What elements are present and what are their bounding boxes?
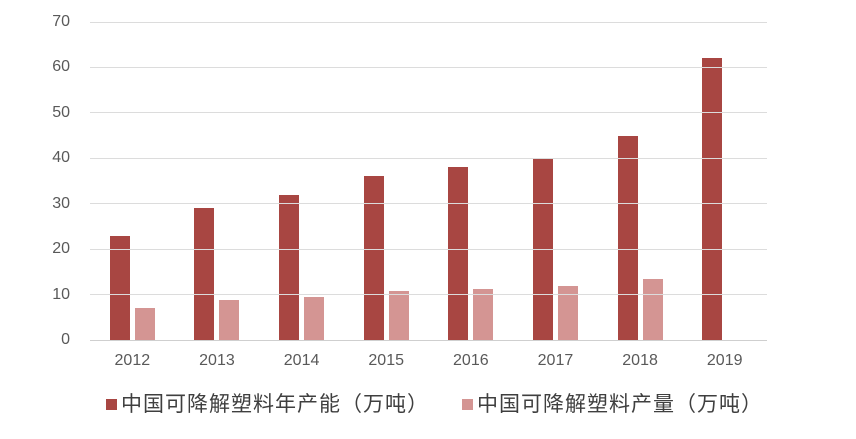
x-axis-label-2017: 2017 xyxy=(537,352,574,369)
bar-capacity-2018 xyxy=(617,135,638,340)
legend-item-capacity: 中国可降解塑料年产能（万吨） xyxy=(106,392,429,417)
gridline-0 xyxy=(90,339,767,341)
bar-group-2015 xyxy=(344,22,429,340)
bar-group-2014 xyxy=(259,22,344,340)
bar-group-2017 xyxy=(513,22,598,340)
bar-production-2017 xyxy=(557,285,578,340)
y-tick-label-40: 40 xyxy=(52,149,70,167)
legend-swatch-capacity-icon xyxy=(106,399,117,411)
bar-production-2015 xyxy=(388,291,409,340)
legend-swatch-production-icon xyxy=(462,399,473,411)
x-axis-label-2019: 2019 xyxy=(706,352,743,369)
y-tick-label-0: 0 xyxy=(61,331,70,348)
bar-group-2016 xyxy=(429,22,514,340)
bar-group-2012 xyxy=(90,22,175,340)
y-tick-label-30: 30 xyxy=(52,194,70,212)
bar-capacity-2014 xyxy=(279,194,300,340)
gridline-70 xyxy=(90,21,767,23)
bar-capacity-2019 xyxy=(702,58,723,340)
legend-item-production: 中国可降解塑料产量（万吨） xyxy=(462,392,763,417)
bar-capacity-2015 xyxy=(363,176,384,340)
legend-label-capacity: 中国可降解塑料年产能（万吨） xyxy=(121,392,429,416)
bar-production-2018 xyxy=(642,278,663,340)
gridline-60 xyxy=(90,66,767,68)
x-axis-label-2014: 2014 xyxy=(283,352,320,369)
bar-group-2018 xyxy=(598,22,683,340)
bar-production-2013 xyxy=(219,300,240,340)
gridline-50 xyxy=(90,112,767,114)
gridline-40 xyxy=(90,157,767,159)
x-axis-label-2018: 2018 xyxy=(622,352,658,369)
y-tick-label-20: 20 xyxy=(52,240,70,258)
y-tick-label-50: 50 xyxy=(52,103,70,121)
y-tick-label-10: 10 xyxy=(52,285,70,303)
gridline-30 xyxy=(90,203,767,205)
gridline-20 xyxy=(90,248,767,250)
y-axis: 0 10 20 30 40 50 60 70 xyxy=(0,0,70,439)
x-axis-label-2013: 2013 xyxy=(199,352,235,369)
y-tick-label-60: 60 xyxy=(52,58,70,76)
x-axis-label-2012: 2012 xyxy=(114,352,151,369)
bar-group-2013 xyxy=(175,22,260,340)
legend: 中国可降解塑料年产能（万吨） 中国可降解塑料产量（万吨） xyxy=(106,392,763,417)
legend-label-production: 中国可降解塑料产量（万吨） xyxy=(477,392,763,416)
bar-production-2016 xyxy=(473,288,494,340)
bar-production-2014 xyxy=(304,296,325,340)
y-tick-label-70: 70 xyxy=(52,13,70,30)
bar-capacity-2012 xyxy=(109,235,130,340)
gridline-10 xyxy=(90,294,767,296)
bar-capacity-2013 xyxy=(194,208,215,340)
x-axis-labels: 2012 2013 2014 2015 2016 2017 2018 2019 xyxy=(90,352,767,370)
x-axis-label-2016: 2016 xyxy=(453,352,489,369)
bar-group-2019 xyxy=(682,22,767,340)
bar-production-2012 xyxy=(134,308,155,340)
bar-capacity-2016 xyxy=(448,167,469,340)
plot-area xyxy=(90,21,767,341)
bar-groups xyxy=(90,22,767,340)
x-axis-label-2015: 2015 xyxy=(368,352,404,369)
